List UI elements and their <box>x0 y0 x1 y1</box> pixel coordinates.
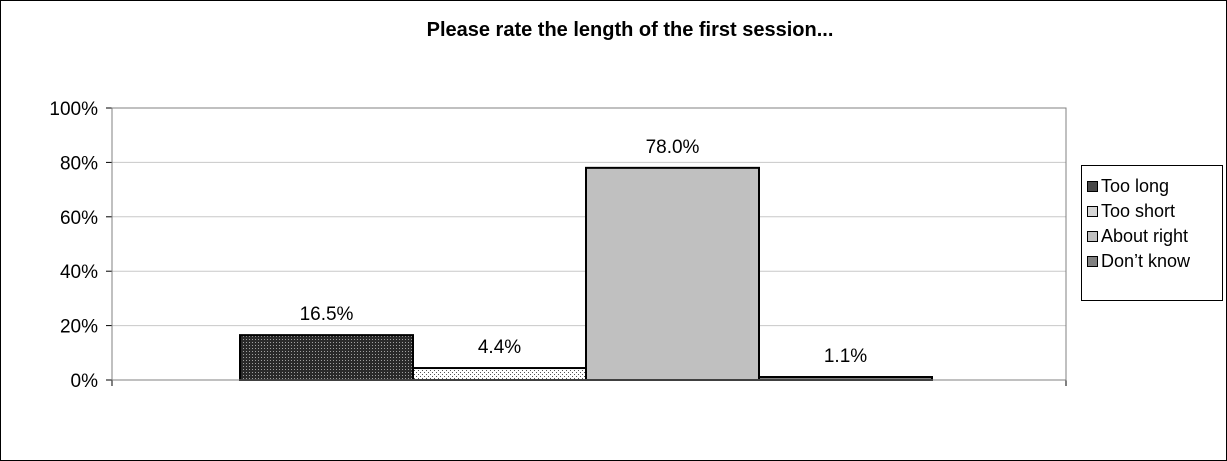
chart-title: Please rate the length of the first sess… <box>426 19 834 41</box>
bar-0 <box>239 334 414 381</box>
legend-item: Don’t know <box>1082 249 1222 274</box>
y-tick-label: 40% <box>60 262 98 283</box>
legend-swatch <box>1087 231 1098 242</box>
legend-label: About right <box>1101 226 1189 246</box>
legend: Too long Too short About right Don’t know <box>1081 165 1223 301</box>
bar-2 <box>585 166 760 381</box>
data-label: 4.4% <box>478 337 521 358</box>
plot-area-border <box>111 107 1067 381</box>
legend-label: Too long <box>1101 176 1170 196</box>
y-tick-label: 80% <box>60 153 98 174</box>
legend-item: Too long <box>1082 174 1222 199</box>
y-tick-label: 100% <box>49 99 98 120</box>
data-label: 1.1% <box>824 346 867 367</box>
legend-swatch <box>1087 256 1098 267</box>
legend-label: Don’t know <box>1101 251 1191 271</box>
y-tick-label: 20% <box>60 317 98 338</box>
legend-swatch <box>1087 181 1098 192</box>
legend-item: About right <box>1082 224 1222 249</box>
legend-label: Too short <box>1101 201 1176 221</box>
bar-1 <box>412 367 587 382</box>
y-tick-label: 0% <box>71 371 99 392</box>
y-tick-label: 60% <box>60 208 98 229</box>
data-label: 16.5% <box>300 304 354 325</box>
data-label: 78.0% <box>646 137 700 158</box>
legend-item: Too short <box>1082 199 1222 224</box>
legend-swatch <box>1087 206 1098 217</box>
